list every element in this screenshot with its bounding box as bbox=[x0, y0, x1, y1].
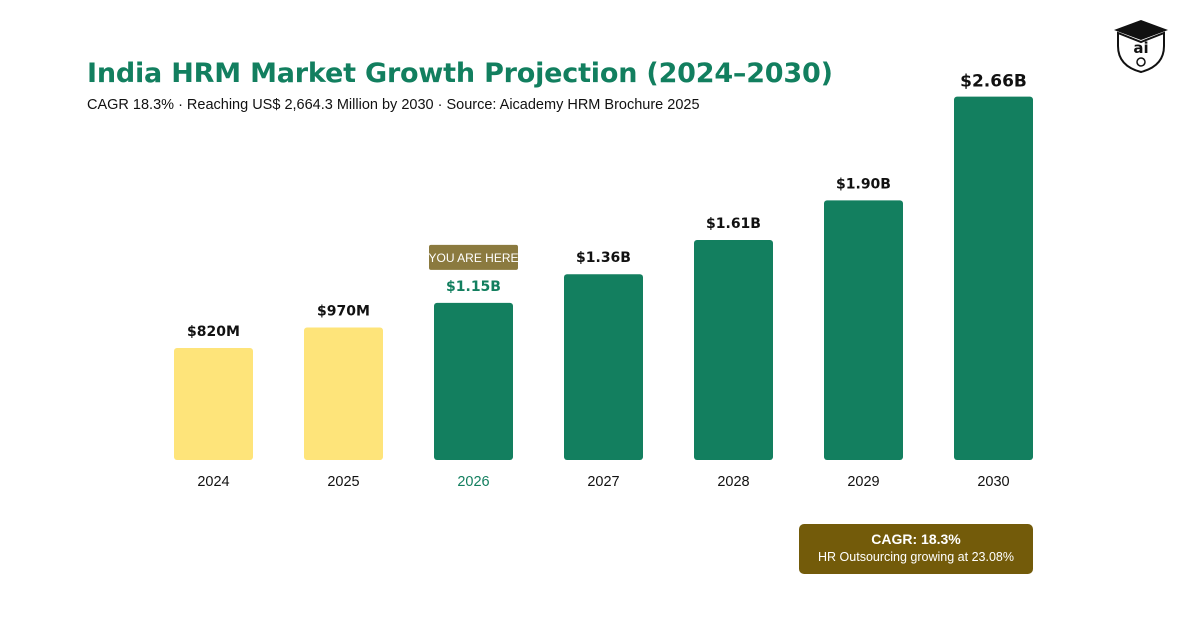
cagr-summary-detail: HR Outsourcing growing at 23.08% bbox=[818, 550, 1014, 564]
bar-2027 bbox=[564, 274, 643, 460]
tick-label-2025: 2025 bbox=[327, 474, 359, 490]
you-are-here-label: YOU ARE HERE bbox=[428, 251, 518, 265]
data-label-2027: $1.36B bbox=[576, 250, 631, 266]
tick-label-2024: 2024 bbox=[197, 474, 229, 490]
data-label-2026: $1.15B bbox=[446, 279, 501, 295]
tick-label-2029: 2029 bbox=[847, 474, 879, 490]
logo-text: ai bbox=[1133, 39, 1148, 57]
bar-2030 bbox=[954, 96, 1033, 461]
cagr-summary-box: CAGR: 18.3% HR Outsourcing growing at 23… bbox=[799, 524, 1033, 574]
bar-2028 bbox=[694, 240, 773, 460]
data-label-2029: $1.90B bbox=[836, 176, 891, 192]
data-label-2025: $970M bbox=[317, 303, 370, 319]
academy-crest-icon: ai bbox=[1114, 20, 1168, 74]
bar-2024 bbox=[174, 347, 253, 460]
page-subtitle: CAGR 18.3% · Reaching US$ 2,664.3 Millio… bbox=[87, 97, 700, 113]
bar-2029 bbox=[824, 200, 903, 460]
tick-label-2026: 2026 bbox=[457, 474, 489, 490]
page-title: India HRM Market Growth Projection (2024… bbox=[87, 58, 833, 89]
tick-label-2028: 2028 bbox=[717, 474, 749, 490]
data-label-2028: $1.61B bbox=[706, 216, 761, 232]
tick-label-2030: 2030 bbox=[977, 474, 1009, 490]
cagr-summary-title: CAGR: 18.3% bbox=[871, 531, 961, 547]
data-label-2024: $820M bbox=[187, 324, 240, 340]
bar-2026 bbox=[434, 302, 513, 460]
data-label-2030: $2.66B bbox=[960, 72, 1027, 92]
bar-2025 bbox=[304, 327, 383, 460]
you-are-here-badge bbox=[429, 244, 518, 270]
tick-label-2027: 2027 bbox=[587, 474, 619, 490]
